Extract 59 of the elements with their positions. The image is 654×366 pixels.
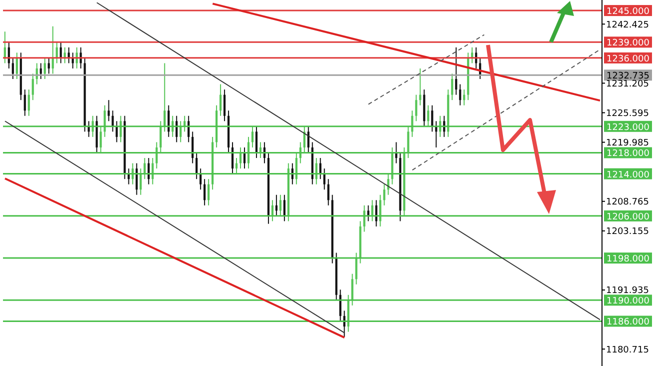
ref-line-label: 1186.000 xyxy=(606,318,650,328)
candlestick xyxy=(415,94,418,122)
candlestick xyxy=(419,68,422,106)
candlestick xyxy=(108,100,110,122)
y-tick-label: 1180.715 xyxy=(606,345,649,356)
y-tick-label: 1242.425 xyxy=(606,20,649,30)
y-tick-label: 1191.935 xyxy=(606,286,649,296)
y-tick-label: 1219.985 xyxy=(606,138,649,148)
candlestick xyxy=(48,57,50,74)
ref-line-label: 1223.000 xyxy=(606,122,650,133)
candlestick xyxy=(375,200,378,227)
candlestick xyxy=(200,168,202,190)
candlestick xyxy=(223,89,226,122)
candlestick xyxy=(395,142,398,164)
candlestick xyxy=(28,89,30,116)
candlestick xyxy=(275,194,278,216)
ref-line-label: 1218.000 xyxy=(606,149,650,160)
candlestick xyxy=(88,120,90,138)
candlestick xyxy=(219,84,222,116)
candlestick xyxy=(32,73,34,101)
candlestick xyxy=(204,178,206,206)
candlestick xyxy=(80,46,82,69)
candlestick xyxy=(16,52,18,80)
candlestick xyxy=(52,26,54,74)
candlestick xyxy=(327,178,330,206)
candlestick xyxy=(208,178,210,206)
candlestick xyxy=(455,46,458,96)
candlestick xyxy=(116,120,118,143)
y-tick-label: 1231.205 xyxy=(606,79,649,90)
y-tick-label: 1208.765 xyxy=(606,198,649,208)
candlestick xyxy=(463,89,466,106)
candlestick xyxy=(40,62,42,80)
ref-line-label: 1245.000 xyxy=(606,7,650,18)
ref-line-label: 1239.000 xyxy=(606,38,650,49)
candlestick xyxy=(283,194,286,222)
candlestick xyxy=(64,46,66,64)
candlestick xyxy=(459,84,462,106)
candlestick xyxy=(12,57,14,80)
candlestick xyxy=(196,152,198,180)
candlestick xyxy=(367,204,370,222)
ref-line-label: 1236.000 xyxy=(606,54,650,64)
candlestick xyxy=(24,89,26,116)
candlestick xyxy=(76,46,78,69)
candlestick xyxy=(72,52,74,69)
y-tick-label: 1225.595 xyxy=(606,108,649,119)
candlestick xyxy=(323,168,326,190)
candlestick xyxy=(243,146,246,170)
ref-line-label: 1214.000 xyxy=(606,170,650,180)
candlestick xyxy=(112,110,114,132)
candlestick xyxy=(383,184,386,206)
candlestick xyxy=(451,73,454,101)
ref-line-label: 1206.000 xyxy=(606,212,650,222)
candlestick xyxy=(44,57,46,80)
candlestick xyxy=(68,46,70,64)
candlestick xyxy=(431,104,434,132)
candlestick xyxy=(255,126,258,158)
ref-line-label: 1198.000 xyxy=(606,254,650,265)
ref-line-label: 1190.000 xyxy=(606,296,650,307)
y-tick-label: 1203.155 xyxy=(606,227,649,238)
